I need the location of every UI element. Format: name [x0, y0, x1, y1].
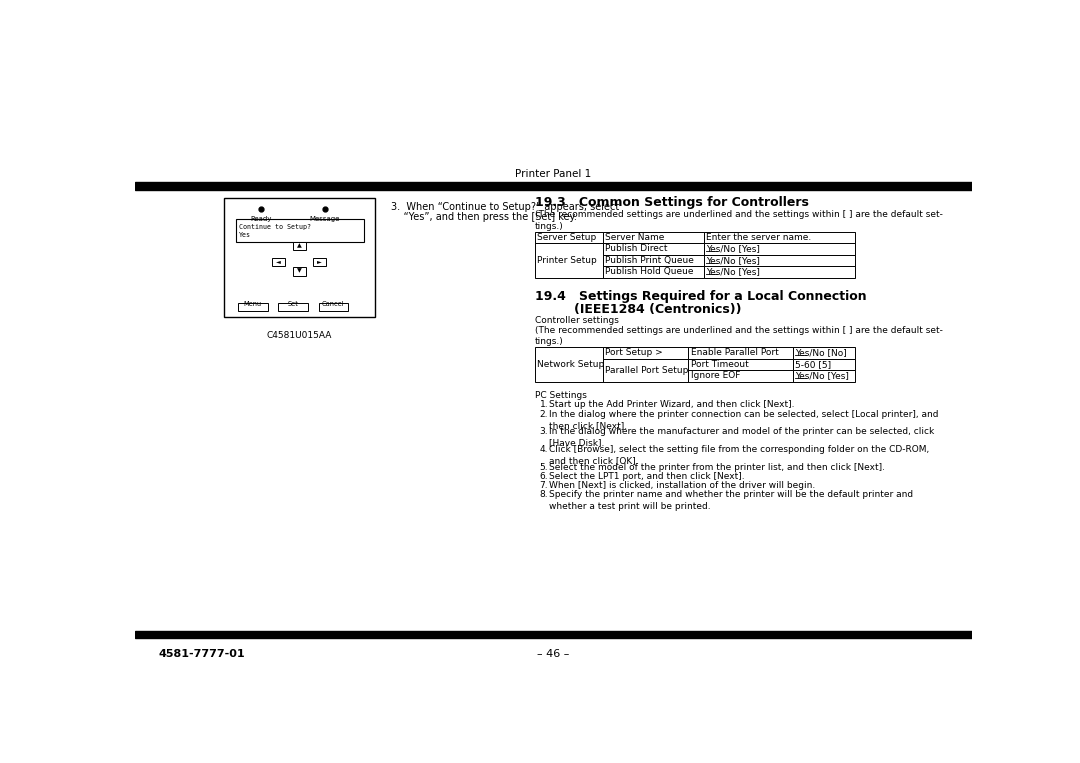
Bar — [319, 304, 348, 311]
Text: 3.  When “Continue to Setup?” appears, select: 3. When “Continue to Setup?” appears, se… — [391, 202, 619, 212]
Bar — [793, 370, 855, 382]
Text: Printer Setup: Printer Setup — [537, 256, 597, 265]
Bar — [535, 347, 603, 382]
Text: Ready: Ready — [251, 216, 272, 222]
Text: Enable Parallel Port: Enable Parallel Port — [691, 348, 779, 357]
Text: PC Settings: PC Settings — [535, 391, 586, 400]
Text: In the dialog where the manufacturer and model of the printer can be selected, c: In the dialog where the manufacturer and… — [549, 427, 934, 447]
Text: 1.: 1. — [540, 401, 549, 409]
Text: “Yes”, and then press the [Set] key.: “Yes”, and then press the [Set] key. — [391, 212, 577, 223]
Text: Menu: Menu — [244, 301, 261, 307]
Text: (The recommended settings are underlined and the settings within [ ] are the def: (The recommended settings are underlined… — [535, 210, 943, 231]
Bar — [238, 304, 268, 311]
Text: 6.: 6. — [540, 472, 549, 481]
Text: Port Setup >: Port Setup > — [606, 348, 663, 357]
Bar — [603, 359, 688, 382]
Text: In the dialog where the printer connection can be selected, select [Local printe: In the dialog where the printer connecti… — [549, 410, 939, 430]
Text: When [Next] is clicked, installation of the driver will begin.: When [Next] is clicked, installation of … — [549, 481, 815, 490]
Text: 8.: 8. — [540, 491, 549, 500]
Bar — [793, 347, 855, 359]
Bar — [603, 266, 704, 278]
Bar — [535, 243, 603, 278]
Text: Publish Print Queue: Publish Print Queue — [606, 256, 694, 265]
Text: ▲: ▲ — [297, 243, 301, 248]
Text: Yes/No [No]: Yes/No [No] — [795, 348, 847, 357]
Text: – 46 –: – 46 – — [538, 649, 569, 658]
Text: Enter the server name.: Enter the server name. — [706, 233, 811, 242]
Text: (The recommended settings are underlined and the settings within [ ] are the def: (The recommended settings are underlined… — [535, 326, 943, 346]
Text: Ignore EOF: Ignore EOF — [691, 371, 740, 380]
Bar — [704, 255, 855, 266]
Text: Select the model of the printer from the printer list, and then click [Next].: Select the model of the printer from the… — [549, 462, 885, 472]
Text: 3.: 3. — [540, 427, 549, 436]
Bar — [603, 232, 704, 243]
Bar — [225, 198, 375, 317]
Bar — [279, 304, 308, 311]
Text: Message: Message — [310, 216, 340, 222]
Text: Printer Panel 1: Printer Panel 1 — [515, 169, 592, 179]
Text: Yes/No [Yes]: Yes/No [Yes] — [795, 371, 849, 380]
Text: Publish Direct: Publish Direct — [606, 244, 667, 253]
Text: Server Name: Server Name — [606, 233, 665, 242]
Text: Yes/No [Yes]: Yes/No [Yes] — [706, 244, 760, 253]
Text: Yes: Yes — [239, 232, 251, 238]
Text: Set: Set — [287, 301, 298, 307]
Text: Port Timeout: Port Timeout — [691, 359, 748, 369]
Bar — [688, 347, 793, 359]
Text: 4.: 4. — [540, 445, 548, 454]
Text: Select the LPT1 port, and then click [Next].: Select the LPT1 port, and then click [Ne… — [549, 472, 744, 481]
Text: Yes/No [Yes]: Yes/No [Yes] — [706, 256, 760, 265]
Text: 4581-7777-01: 4581-7777-01 — [159, 649, 245, 658]
Bar — [535, 232, 603, 243]
Text: 19.3   Common Settings for Controllers: 19.3 Common Settings for Controllers — [535, 196, 809, 209]
Bar — [272, 258, 284, 266]
Text: Yes/No [Yes]: Yes/No [Yes] — [706, 267, 760, 276]
Text: Cancel: Cancel — [322, 301, 345, 307]
Bar — [235, 220, 364, 243]
Bar — [135, 182, 972, 190]
Text: Controller settings: Controller settings — [535, 317, 619, 325]
Text: Network Setup: Network Setup — [537, 359, 605, 369]
Text: Specify the printer name and whether the printer will be the default printer and: Specify the printer name and whether the… — [549, 491, 913, 510]
Text: 7.: 7. — [540, 481, 549, 490]
Text: C4581U015AA: C4581U015AA — [267, 331, 332, 340]
Text: 5-60 [5]: 5-60 [5] — [795, 359, 832, 369]
Text: Server Setup: Server Setup — [537, 233, 596, 242]
Text: Continue to Setup?: Continue to Setup? — [239, 224, 311, 230]
Bar — [688, 359, 793, 370]
Bar — [135, 630, 972, 639]
Bar — [704, 243, 855, 255]
Bar — [704, 232, 855, 243]
Text: ◄: ◄ — [276, 259, 281, 264]
Text: ▼: ▼ — [297, 269, 301, 273]
Text: (IEEE1284 (Centronics)): (IEEE1284 (Centronics)) — [573, 303, 741, 316]
Bar — [603, 347, 688, 359]
Text: Parallel Port Setup: Parallel Port Setup — [606, 365, 689, 375]
Text: Publish Hold Queue: Publish Hold Queue — [606, 267, 694, 276]
Text: 19.4   Settings Required for a Local Connection: 19.4 Settings Required for a Local Conne… — [535, 290, 866, 303]
Text: 5.: 5. — [540, 462, 549, 472]
Text: ►: ► — [318, 259, 322, 264]
Bar — [293, 267, 306, 275]
Bar — [688, 370, 793, 382]
Bar — [603, 255, 704, 266]
Bar — [293, 242, 306, 250]
Bar — [704, 266, 855, 278]
Bar — [313, 258, 326, 266]
Text: Start up the Add Printer Wizard, and then click [Next].: Start up the Add Printer Wizard, and the… — [549, 401, 795, 409]
Bar — [603, 243, 704, 255]
Text: 2.: 2. — [540, 410, 548, 419]
Text: Click [Browse], select the setting file from the corresponding folder on the CD-: Click [Browse], select the setting file … — [549, 445, 929, 465]
Bar — [793, 359, 855, 370]
